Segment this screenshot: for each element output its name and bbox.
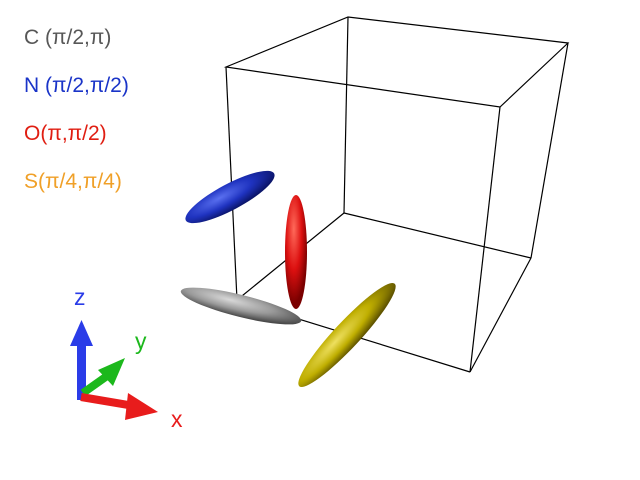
box-edge xyxy=(469,257,532,373)
box-edge xyxy=(530,42,569,259)
x-axis-label: x xyxy=(171,406,183,432)
z-axis-label: z xyxy=(74,284,86,310)
box-top-face xyxy=(223,16,570,108)
legend-item-s: S(π/4,π/4) xyxy=(24,170,122,193)
y-axis-arrow xyxy=(80,358,125,397)
axes-triad: z y x xyxy=(70,284,183,432)
legend-item-n: N (π/2,π/2) xyxy=(24,74,129,97)
z-axis-arrow xyxy=(70,320,93,400)
legend: C (π/2,π) N (π/2,π/2) O(π,π/2) S(π/4,π/4… xyxy=(24,26,129,218)
y-axis-label: y xyxy=(135,328,147,354)
x-axis-arrow xyxy=(80,393,158,420)
box-edge xyxy=(343,16,349,214)
box-edge xyxy=(469,106,501,373)
legend-item-c: C (π/2,π) xyxy=(24,26,112,49)
ellipsoid-n xyxy=(185,170,275,224)
ellipsoid-o xyxy=(285,195,307,309)
unit-cell-box xyxy=(223,16,570,373)
legend-item-o: O(π,π/2) xyxy=(24,122,107,145)
ellipsoid-c xyxy=(180,287,302,325)
ellipsoid-s xyxy=(298,283,396,387)
box-edge xyxy=(343,212,532,259)
